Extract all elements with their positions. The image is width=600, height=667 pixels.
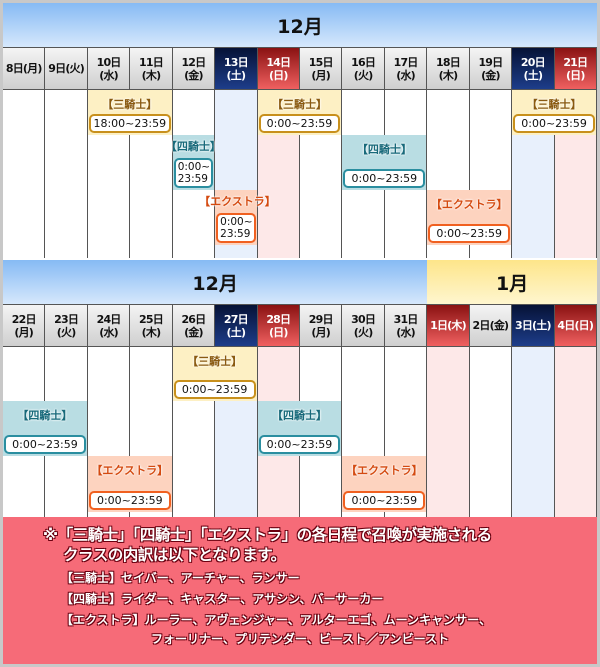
event-time-range: 0:00~23:59 (343, 169, 426, 188)
month-header: 12月 (3, 3, 597, 48)
day-header: 12日(金) (172, 48, 216, 90)
day-header: 19日(金) (469, 48, 513, 90)
event-time-range: 0:00~23:59 (258, 435, 341, 454)
note-heading-line-1: ※「三騎士」「四騎士」「エクストラ」の各日程で召喚が実施される (43, 526, 492, 544)
day-header: 30日(火) (342, 305, 385, 347)
note-extra-classes-cont: フォーリナー、プリテンダー、ビースト／アンビースト (151, 632, 450, 646)
day-header: 8日(月) (3, 48, 46, 90)
event-time-range: 0:00~23:59 (4, 435, 86, 454)
event-category-label: 【エクストラ】 (91, 464, 169, 477)
class-breakdown-note: ※「三騎士」「四騎士」「エクストラ」の各日程で召喚が実施される クラスの内訳は以… (3, 517, 597, 664)
day-header: 20日(土) (512, 48, 555, 90)
day-header: 4日(日) (554, 305, 597, 347)
day-header: 11日(木) (130, 48, 173, 90)
event-extra[interactable]: 【エクストラ】 0:00~23:59 (427, 190, 512, 245)
event-category-label: 【四騎士】 (356, 143, 412, 156)
event-time-range: 0:00~23:59 (343, 491, 426, 510)
event-category-label: 【エクストラ】 (199, 195, 276, 208)
event-extra[interactable]: 【エクストラ】 0:00~23:59 (87, 456, 172, 512)
event-time-range: 0:00~23:59 (216, 213, 256, 243)
day-header: 18日(木) (427, 48, 470, 90)
event-time-range: 0:00~23:59 (173, 158, 214, 188)
day-header: 23日(火) (45, 305, 88, 347)
day-header: 25日(木) (130, 305, 173, 347)
event-yonkishi[interactable]: 【四騎士】 0:00~23:59 (3, 401, 87, 456)
day-header: 2日(金) (469, 305, 513, 347)
event-category-label: 【エクストラ】 (430, 198, 508, 211)
event-time-range: 0:00~23:59 (88, 491, 171, 510)
day-column (469, 347, 513, 519)
day-header: 24日(水) (87, 305, 131, 347)
day-column (554, 347, 597, 519)
day-header: 31日(水) (384, 305, 428, 347)
event-category-label: 【四騎士】 (271, 409, 327, 422)
event-category-label: 【三騎士】 (271, 98, 327, 111)
day-header: 22日(月) (3, 305, 46, 347)
day-column (45, 90, 88, 258)
note-sankishi-classes: 【三騎士】セイバー、アーチャー、ランサー (61, 571, 300, 585)
event-sankishi[interactable]: 【三騎士】 18:00~23:59 (87, 90, 172, 135)
event-time-range: 0:00~23:59 (258, 114, 341, 133)
month-header: 1月 (427, 260, 597, 305)
day-header: 28日(日) (257, 305, 300, 347)
event-yonkishi[interactable]: 【四騎士】 0:00~23:59 (166, 135, 221, 190)
day-header: 1日(木) (427, 305, 470, 347)
event-category-label: 【四騎士】 (165, 140, 221, 153)
event-category-label: 【エクストラ】 (346, 464, 423, 477)
day-header: 13日(土) (215, 48, 258, 90)
note-yonkishi-classes: 【四騎士】ライダー、キャスター、アサシン、バーサーカー (61, 592, 384, 606)
event-category-label: 【三騎士】 (187, 355, 243, 368)
event-sankishi[interactable]: 【三騎士】 0:00~23:59 (257, 90, 342, 135)
day-header: 16日(火) (342, 48, 385, 90)
day-header: 15日(月) (300, 48, 343, 90)
event-category-label: 【四騎士】 (17, 409, 73, 422)
day-header: 17日(水) (384, 48, 428, 90)
event-category-label: 【三騎士】 (526, 98, 582, 111)
day-header: 9日(火) (45, 48, 88, 90)
event-time-range: 0:00~23:59 (428, 224, 511, 243)
event-time-range: 18:00~23:59 (88, 114, 171, 133)
event-sankishi[interactable]: 【三騎士】 0:00~23:59 (512, 90, 596, 135)
event-sankishi[interactable]: 【三騎士】 0:00~23:59 (172, 347, 257, 401)
day-header: 26日(金) (172, 305, 216, 347)
day-column (512, 347, 555, 519)
day-header: 10日(水) (87, 48, 131, 90)
note-extra-classes: 【エクストラ】ルーラー、アヴェンジャー、アルターエゴ、ムーンキャンサー、 (61, 613, 491, 627)
day-header: 14日(日) (257, 48, 300, 90)
day-column (427, 347, 470, 519)
event-yonkishi[interactable]: 【四騎士】 0:00~23:59 (342, 135, 427, 190)
day-header: 27日(土) (215, 305, 258, 347)
event-category-label: 【三騎士】 (102, 98, 158, 111)
event-extra[interactable]: 【エクストラ】 0:00~23:59 (342, 456, 427, 512)
month-header: 12月 (3, 260, 428, 305)
day-header: 3日(土) (512, 305, 555, 347)
event-time-range: 0:00~23:59 (173, 380, 256, 399)
note-heading-line-2: クラスの内訳は以下となります。 (63, 546, 286, 564)
day-column (3, 90, 46, 258)
event-yonkishi[interactable]: 【四騎士】 0:00~23:59 (257, 401, 342, 456)
day-header: 21日(日) (554, 48, 597, 90)
event-time-range: 0:00~23:59 (513, 114, 595, 133)
event-extra[interactable]: 【エクストラ】 0:00~23:59 (199, 190, 276, 245)
day-header: 29日(月) (300, 305, 343, 347)
